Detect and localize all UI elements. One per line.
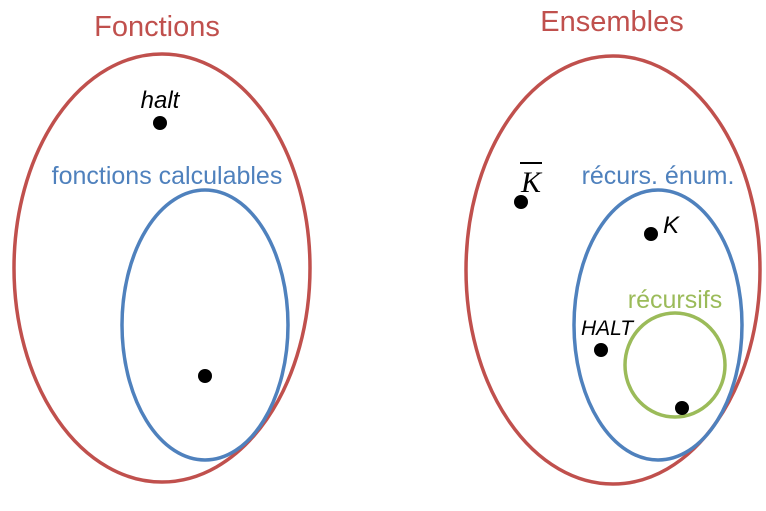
recursive-point [675,401,689,415]
recursive-sets-label: récursifs [628,286,722,314]
computable-functions-ellipse [120,188,290,462]
sets-panel: Ensembles récurs. énum. récursifs K K HA… [464,6,762,486]
halt-point [153,116,167,130]
sets-title: Ensembles [540,6,683,38]
kbar-point [514,195,528,209]
halt-label: halt [141,87,181,114]
kbar-label: K [520,166,543,199]
recursive-sets-ellipse [623,311,727,419]
halt-set-point [594,343,608,357]
all-functions-ellipse [12,52,312,484]
re-sets-label: récurs. énum. [582,162,735,190]
k-label: K [663,212,680,239]
all-sets-ellipse [464,54,762,486]
computable-functions-label: fonctions calculables [52,162,283,190]
halt-set-label: HALT [581,317,635,340]
re-sets-ellipse [572,188,744,462]
functions-title: Fonctions [94,11,220,43]
computable-point [198,369,212,383]
k-point [644,227,658,241]
functions-panel: Fonctions fonctions calculables halt [12,11,312,484]
